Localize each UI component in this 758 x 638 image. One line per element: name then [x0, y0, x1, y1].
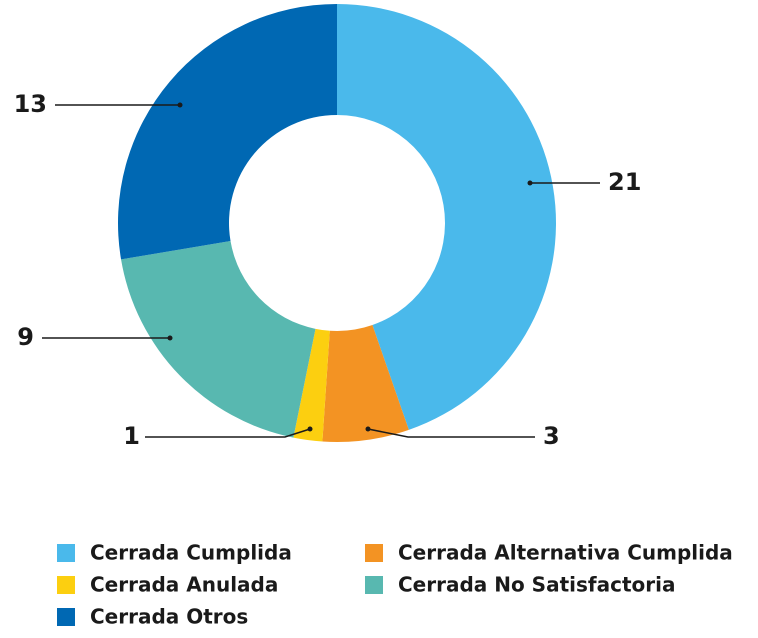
- legend-label: Cerrada Alternativa Cumplida: [398, 541, 733, 565]
- leader-dot: [527, 180, 533, 186]
- value-label: 3: [543, 422, 560, 450]
- legend-swatch: [365, 544, 383, 562]
- value-label: 21: [608, 168, 641, 196]
- leader-line: [145, 428, 311, 438]
- slice: [322, 325, 409, 442]
- leader-line: [367, 428, 535, 438]
- slice: [293, 328, 330, 442]
- value-label: 13: [14, 90, 47, 118]
- leader-dot: [167, 335, 173, 341]
- legend-label: Cerrada Cumplida: [90, 541, 292, 565]
- slice: [118, 4, 337, 260]
- legend-label: Cerrada Otros: [90, 605, 248, 629]
- leader-dot: [365, 426, 371, 432]
- legend-swatch: [57, 608, 75, 626]
- legend-swatch: [57, 576, 75, 594]
- slice: [121, 240, 316, 438]
- value-label: 1: [123, 422, 140, 450]
- leader-dot: [177, 102, 183, 108]
- legend-label: Cerrada No Satisfactoria: [398, 573, 675, 597]
- legend-swatch: [365, 576, 383, 594]
- legend-label: Cerrada Anulada: [90, 573, 278, 597]
- leader-dot: [307, 426, 313, 432]
- value-label: 9: [17, 323, 34, 351]
- slice: [337, 4, 556, 430]
- legend-swatch: [57, 544, 75, 562]
